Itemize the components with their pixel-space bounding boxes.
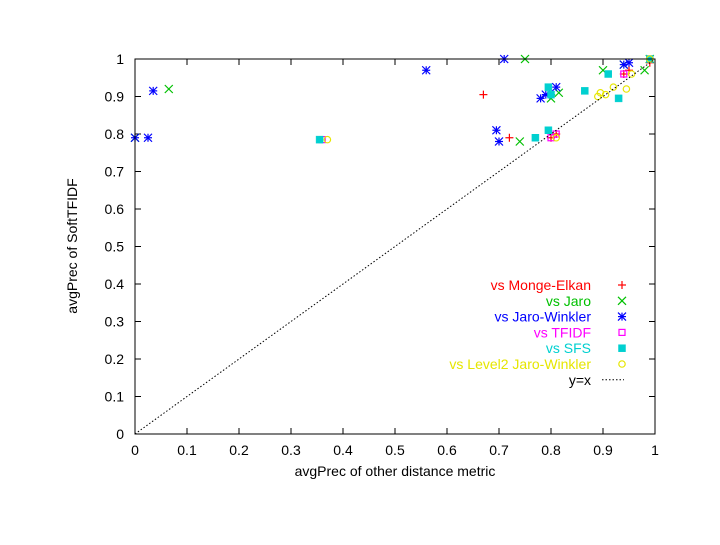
- y-tick-label: 0.1: [105, 389, 125, 405]
- legend-label: vs TFIDF: [534, 324, 591, 340]
- legend-label: vs Level2 Jaro-Winkler: [449, 356, 591, 372]
- x-tick-label: 0.2: [229, 442, 249, 458]
- y-tick-label: 1: [116, 51, 124, 67]
- series-vs-monge-elkan-point: [505, 133, 514, 142]
- x-tick-label: 0.1: [177, 442, 197, 458]
- y-tick-label: 0: [116, 426, 124, 442]
- series-vs-jaro-winkler-point: [624, 58, 634, 68]
- series-vs-level2-jaro-winkler-point: [552, 133, 561, 142]
- x-tick-label: 0: [131, 442, 139, 458]
- series-vs-sfs-point: [544, 83, 553, 91]
- series-vs-jaro-winkler-point: [536, 93, 546, 103]
- series-vs-sfs-point: [604, 70, 612, 78]
- series-vs-sfs-point: [531, 134, 540, 142]
- series-vs-jaro-winkler-point: [551, 82, 561, 92]
- series-vs-sfs-point: [581, 87, 589, 95]
- y-axis-title: avgPrec of SoftTFIDF: [64, 178, 80, 313]
- y-tick-label: 0.8: [105, 126, 125, 142]
- series-vs-jaro-winkler-point: [143, 133, 153, 143]
- series-vs-jaro-winkler-point: [491, 125, 501, 135]
- legend-swatch: [618, 281, 626, 289]
- series-vs-sfs-point: [315, 135, 324, 144]
- series-vs-jaro-winkler-point: [148, 86, 158, 96]
- x-tick-label: 0.5: [385, 442, 405, 458]
- series-vs-level2-jaro-winkler-point: [323, 135, 332, 144]
- legend-label: vs Monge-Elkan: [491, 277, 591, 293]
- y-tick-label: 0.6: [105, 201, 125, 217]
- series-vs-monge-elkan-point: [479, 90, 488, 99]
- legend-label: vs SFS: [546, 340, 591, 356]
- x-tick-label: 0.3: [281, 442, 301, 458]
- series-vs-level2-jaro-winkler-point: [596, 88, 605, 97]
- legend-swatch: [617, 312, 627, 322]
- y-tick-label: 0.7: [105, 164, 125, 180]
- legend-label: y=x: [569, 372, 591, 388]
- x-axis-title: avgPrec of other distance metric: [295, 463, 496, 479]
- legend-label: vs Jaro-Winkler: [495, 309, 592, 325]
- series-vs-level2-jaro-winkler-point: [601, 90, 610, 99]
- series-vs-jaro-winkler-point: [494, 137, 504, 146]
- series-vs-tfidf-point: [547, 134, 555, 142]
- series-vs-jaro-point: [164, 84, 174, 94]
- x-tick-label: 0.7: [489, 442, 509, 458]
- series-vs-sfs-point: [544, 126, 553, 134]
- legend-swatch: [618, 344, 626, 352]
- x-tick-label: 0.4: [333, 442, 353, 458]
- series-vs-sfs-point: [614, 94, 623, 103]
- x-tick-label: 0.9: [593, 442, 613, 458]
- series-vs-level2-jaro-winkler-point: [609, 83, 618, 91]
- y-tick-label: 0.4: [105, 276, 125, 292]
- series-vs-jaro-winkler-point: [421, 65, 431, 75]
- y-tick-label: 0.5: [105, 239, 125, 255]
- plot-frame: [134, 58, 656, 435]
- y-tick-label: 0.9: [105, 89, 125, 105]
- legend-swatch: [617, 296, 627, 306]
- series-vs-jaro-point: [515, 137, 525, 146]
- legend-swatch: [618, 360, 626, 368]
- legend-swatch: [618, 328, 626, 336]
- y-tick-label: 0.2: [105, 351, 125, 367]
- series-vs-level2-jaro-winkler-point: [622, 85, 631, 93]
- series-vs-jaro-point: [640, 65, 650, 75]
- series-vs-tfidf-point: [620, 70, 628, 78]
- series-vs-sfs-point: [547, 90, 555, 99]
- x-tick-label: 0.6: [437, 442, 457, 458]
- x-tick-label: 1: [651, 442, 659, 458]
- y-tick-label: 0.3: [105, 314, 125, 330]
- series-vs-tfidf-point: [552, 130, 560, 138]
- series-vs-level2-jaro-winkler-point: [627, 70, 636, 78]
- legend-label: vs Jaro: [546, 293, 591, 309]
- x-tick-label: 0.8: [541, 442, 561, 458]
